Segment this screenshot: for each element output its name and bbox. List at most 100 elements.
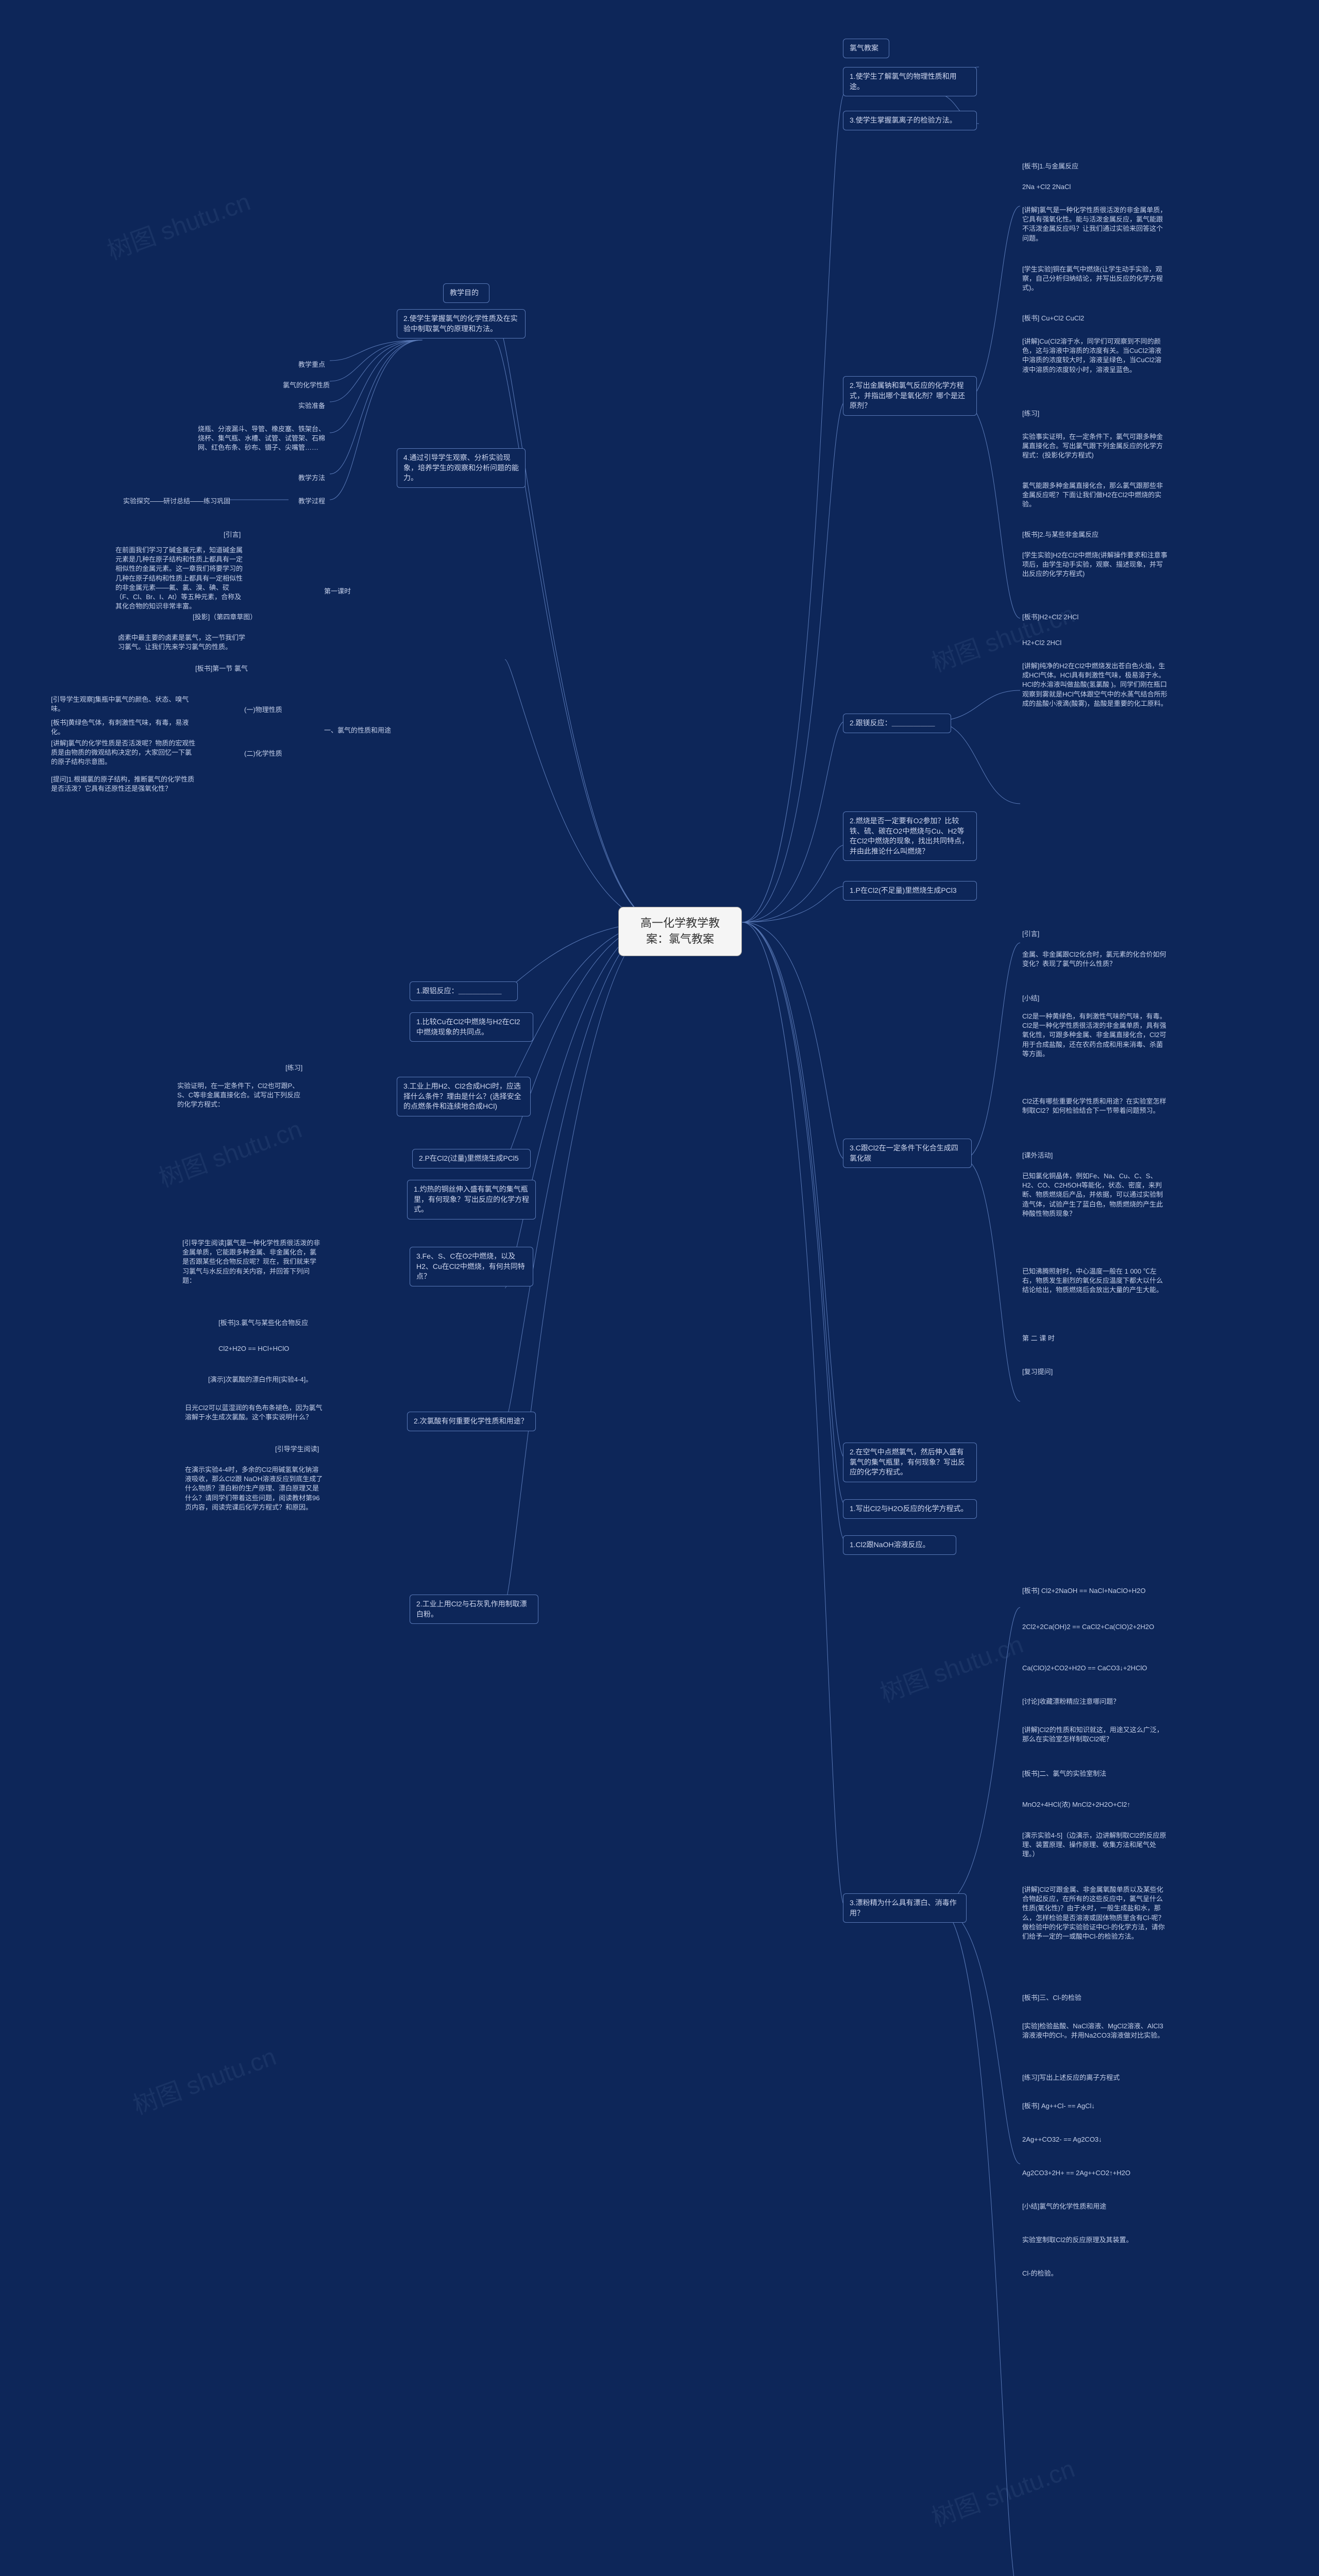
first-class: 第一课时: [322, 585, 353, 598]
board1: [板书]第一节 氯气: [193, 662, 250, 675]
l4-ability: 4.通过引导学生观察、分析实验现象，培养学生的观察和分析问题的能力。: [397, 448, 526, 488]
chem-label: (二)化学性质: [242, 747, 284, 760]
watermark: 树图 shutu.cn: [102, 181, 255, 266]
cl-test: Cl-的检验。: [1020, 2267, 1060, 2280]
review: [复习提问]: [1020, 1365, 1055, 1379]
watermark: 树图 shutu.cn: [926, 2448, 1079, 2533]
expl-cu: [讲解]Cu(Cl2溶于水，同学们可观察到不同的颜色，这与溶液中溶质的浓度有关。…: [1020, 335, 1170, 377]
read-label: [引导学生阅读]: [273, 1443, 321, 1456]
r1: 1.使学生了解氯气的物理性质和用途。: [843, 67, 977, 96]
demo: [演示]次氯酸的漂白作用[实验4-4]。: [206, 1373, 325, 1386]
follow-mg: 2.跟镁反应：＿＿＿＿＿＿: [843, 714, 951, 733]
mno2: MnO2+4HCl(浓) MnCl2+2H2O+Cl2↑: [1020, 1798, 1175, 1811]
b3-cl: [板书]三、Cl-的检验: [1020, 1991, 1084, 2005]
expl-wide: [讲解]Cl2的性质和知识就这，用途又这么广泛，那么在实验室怎样制取Cl2呢？: [1020, 1723, 1170, 1746]
p-less: 1.P在Cl2(不足量)里燃烧生成PCl3: [843, 881, 977, 901]
board2: [板书]黄绿色气体，有刺激性气味，有毒，易液化。: [49, 716, 198, 739]
eq-caoh: 2Cl2+2Ca(OH)2 == CaCl2+Ca(ClO)2+2H2O: [1020, 1620, 1180, 1634]
ag3: Ag2CO3+2H+ == 2Ag++CO2↑+H2O: [1020, 2166, 1175, 2180]
obs-label: [引导学生观察]集瓶中氯气的颜色、状态、嗅气味。: [49, 693, 198, 716]
stud-exp: [学生实验]铜在氯气中燃烧(让学生动手实验，观察，自己分析归纳结论，并写出反应的…: [1020, 263, 1170, 295]
eq-naoh: [板书] Cl2+2NaOH == NaCl+NaClO+H2O: [1020, 1584, 1180, 1598]
fe-s-c: 3.Fe、S、C在O2中燃烧，以及H2、Cu在Cl2中燃烧，有何共同特点？: [410, 1247, 533, 1286]
prac-text: 实验证明，在一定条件下，Cl2也可跟P、S、C等非金属直接化合。试写出下列反应的…: [175, 1079, 309, 1112]
guide-read: [引导学生阅读]氯气是一种化学性质很活泼的非金属单质，它能跟多种金属、非金属化合…: [180, 1236, 325, 1287]
intro2: [引言]: [1020, 927, 1041, 941]
proj-label: [投影]（第四章草图）: [191, 611, 259, 624]
watermark: 树图 shutu.cn: [874, 1624, 1027, 1709]
watermark: 树图 shutu.cn: [153, 1109, 306, 1194]
r-prove: 实验事实证明，在一定条件下，氯气可跟多种金属直接化合。写出氯气跟下列金属反应的化…: [1020, 430, 1170, 463]
na-react: 2Na +Cl2 2NaCl: [1020, 180, 1073, 194]
h2-cl2a: [板书]H2+Cl2 2HCl: [1020, 611, 1080, 624]
expl-lab: [讲解]Cl2可跟金属、非金属氧酸单质以及某些化合物起反应，在所有的这些反应中，…: [1020, 1883, 1170, 1943]
key-label: 教学重点: [296, 358, 327, 371]
bleach-q: 3.漂粉精为什么具有漂白、消毒作用？: [843, 1893, 967, 1923]
eq1: Cl2+H2O == HCl+HClO: [216, 1342, 291, 1355]
expl-h2: [讲解]纯净的H2在Cl2中燃烧发出苍白色火焰，生成HCl气体。HCl具有刺激性…: [1020, 659, 1170, 710]
b3: [板书]3.氯气与某些化合物反应: [216, 1316, 310, 1330]
day-label: 日光Cl2可以蓝湿润的有色布条褪色，因为氯气溶解于水生成次氯酸。这个事实说明什么…: [183, 1401, 327, 1424]
h2o-eq: 1.写出Cl2与H2O反应的化学方程式。: [843, 1499, 977, 1519]
demo45: [演示实验4-5]（边演示，边讲解制取Cl2的反应原理、装置原理、操作原理、收集…: [1020, 1829, 1170, 1861]
inquiry-label: 实验探究——研讨总结——练习巩固: [121, 495, 232, 508]
intro-label: [引言]: [222, 528, 243, 541]
phys-label: (一)物理性质: [242, 703, 284, 717]
equip-label: 烧瓶、分液漏斗、导管、橡皮塞、铁架台、烧杯、集气瓶、水槽、试管、试管架、石棉网、…: [196, 422, 330, 455]
sum: [小结]氯气的化学性质和用途: [1020, 2200, 1170, 2213]
extra-text: 已知氯化铜晶体，例如Fe、Na、Cu、C、S、H2、CO、C2H5OH等能化，状…: [1020, 1170, 1170, 1221]
write-ion: [练习]写出上述反应的离子方程式: [1020, 2071, 1170, 2084]
cu-wire: 1.灼热的铜丝伸入盛有氯气的集气瓶里，有何现象？写出反应的化学方程式。: [407, 1180, 536, 1219]
air-cl2: 2.在空气中点燃氯气，然后伸入盛有氯气的集气瓶里，有何现象？写出反应的化学方程式…: [843, 1443, 977, 1482]
combust: 2.燃烧是否一定要有O2参加？比较铁、硫、碳在O2中燃烧与Cu、H2等在Cl2中…: [843, 811, 977, 861]
use-text: Cl2还有哪些重要化学性质和用途？在实验室怎样制取Cl2？如何检验结合下一节带着…: [1020, 1095, 1170, 1117]
r3: 3.使学生掌握氯离子的检验方法。: [843, 111, 977, 130]
lab-sum: 实验室制取Cl2的反应原理及其装置。: [1020, 2233, 1170, 2247]
l2-master: 2.使学生掌握氯气的化学性质及在实验中制取氯气的原理和方法。: [397, 309, 526, 338]
b-lab: [板书]二、氯气的实验室制法: [1020, 1767, 1108, 1781]
exp-test: [实验]检验盐酸、NaCl溶液、MgCl2溶液、AlCl3溶液液中的Cl-。并用…: [1020, 2020, 1170, 2042]
metal-non: 金属、非金属跟Cl2化合时，氯元素的化合价如何变化？表现了氯气的什么性质？: [1020, 948, 1170, 971]
watermark: 树图 shutu.cn: [127, 2036, 280, 2121]
follow-al: 1.跟铝反应：＿＿＿＿＿＿: [410, 981, 518, 1001]
b2-nonmetal: [板书]2.与某些非金属反应: [1020, 528, 1101, 541]
discuss: [讨论]收藏漂粉精应注意哪问题？: [1020, 1695, 1170, 1708]
known-text: 已知沸腾照射时，中心温度一般在 1 000 ℃左右，物质发生剧烈的氧化反应温度下…: [1020, 1265, 1170, 1297]
b-cu: [板书] Cu+Cl2 CuCl2: [1020, 312, 1086, 325]
intro-text: 在前面我们学习了碱金属元素，知道碱金属元素是几种在原子结构和性质上都具有一定相似…: [113, 544, 247, 613]
p-excess: 2.P在Cl2(过量)里燃烧生成PCl5: [412, 1149, 531, 1168]
halogen-label: 卤素中最主要的卤素是氯气，这一节我们学习氯气。让我们先来学习氯气的性质。: [116, 631, 250, 654]
r-many: 氯气能跟多种金属直接化合，那么氯气跟那些非金属反应呢？下面让我们做H2在Cl2中…: [1020, 479, 1170, 512]
eq-caclo: Ca(ClO)2+CO2+H2O == CaCO3↓+2HClO: [1020, 1662, 1180, 1675]
q1: [提问]1.根据氯的原子结构，推断氯气的化学性质是否活泼？它具有还原性还是强氧化…: [49, 773, 198, 795]
prop-label: 氯气的化学性质: [281, 379, 332, 392]
prep-label: 实验准备: [296, 399, 327, 413]
sub-text: Cl2是一种黄绿色，有刺激性气味的气味，有毒。Cl2是一种化学性质很活泼的非金属…: [1020, 1010, 1170, 1061]
ag1: [板书] Ag++Cl- == AgCl↓: [1020, 2099, 1097, 2113]
second-class: 第 二 课 时: [1020, 1332, 1057, 1345]
method-label: 教学方法: [296, 471, 327, 485]
teaching-purpose: 教学目的: [443, 283, 489, 303]
plan: 氯气教案: [843, 39, 889, 58]
c-cl: 3.C跟Cl2在一定条件下化合生成四氯化碳: [843, 1139, 972, 1168]
h2-cl2b: H2+Cl2 2HCl: [1020, 636, 1063, 650]
extra-label: [课外活动]: [1020, 1149, 1055, 1162]
center-node: 高一化学教学教案：氯气教案: [618, 907, 742, 956]
one-label: 一、氯气的性质和用途: [322, 724, 393, 737]
expl1: [讲解]氯气的化学性质是否活泼呢？物质的宏观性质是由物质的微观结构决定的，大家回…: [49, 737, 198, 769]
b1-metal: [板书]1.与金属反应: [1020, 160, 1080, 173]
r-prac: [练习]: [1020, 407, 1041, 420]
compare: 1.比较Cu在Cl2中燃烧与H2在Cl2中燃烧现象的共同点。: [410, 1012, 533, 1042]
prac-label: [练习]: [283, 1061, 305, 1075]
hclo: 2.次氯酸有何重要化学性质和用途？: [407, 1412, 536, 1431]
sub-label: [小结]: [1020, 992, 1041, 1005]
ag2: 2Ag++CO32- == Ag2CO3↓: [1020, 2133, 1104, 2146]
bleach: 2.工业上用Cl2与石灰乳作用制取漂白粉。: [410, 1595, 538, 1624]
industrial: 3.工业上用H2、Cl2合成HCl时，应选择什么条件？理由是什么？(选择安全的点…: [397, 1077, 531, 1116]
naoh: 1.Cl2跟NaOH溶液反应。: [843, 1535, 956, 1555]
exp44: 在演示实验4-4时，多余的Cl2用碱氢氧化钠溶液吸收，那么Cl2跟 NaOH溶液…: [183, 1463, 327, 1514]
stud-h2: [学生实验]H2在Cl2中燃烧(讲解操作要求和注意事项后，由学生动手实验，观察、…: [1020, 549, 1170, 581]
na-eq: 2.写出金属钠和氯气反应的化学方程式，并指出哪个是氧化剂？哪个是还原剂？: [843, 376, 977, 416]
proc-label: 教学过程: [296, 495, 327, 508]
expl-na: [讲解]氯气是一种化学性质很活泼的非金属单质，它具有强氧化性。能与活泼金属反应，…: [1020, 204, 1170, 245]
